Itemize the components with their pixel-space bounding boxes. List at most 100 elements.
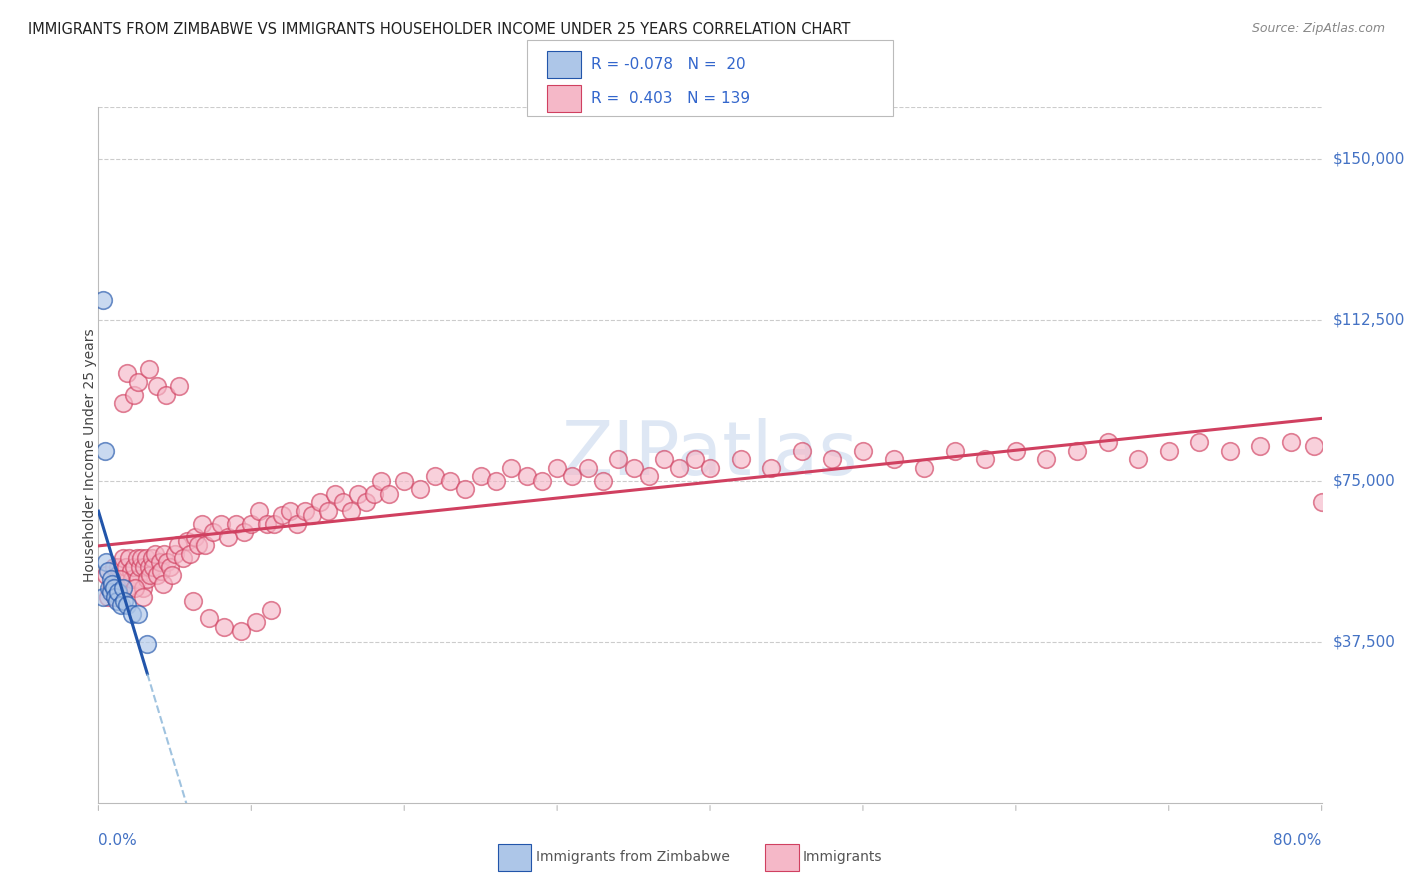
Point — [316, 504, 339, 518]
Point — [974, 452, 997, 467]
Point — [637, 469, 661, 483]
Point — [141, 551, 163, 566]
Point — [1249, 439, 1271, 453]
Point — [176, 533, 198, 548]
Point — [339, 504, 361, 518]
Point — [110, 581, 132, 595]
Point — [278, 504, 301, 518]
Point — [240, 516, 263, 531]
Point — [93, 443, 115, 458]
Point — [1188, 435, 1211, 450]
Point — [138, 362, 160, 376]
Point — [103, 559, 125, 574]
Point — [730, 452, 752, 467]
Point — [159, 559, 181, 574]
Point — [122, 388, 145, 402]
Point — [100, 585, 122, 599]
Point — [454, 483, 477, 497]
Point — [378, 486, 401, 500]
Point — [107, 585, 129, 599]
Point — [607, 452, 630, 467]
Point — [883, 452, 905, 467]
Point — [1066, 443, 1088, 458]
Point — [256, 516, 278, 531]
Point — [136, 637, 159, 651]
Point — [354, 495, 377, 509]
Point — [592, 474, 614, 488]
Point — [301, 508, 323, 522]
Point — [111, 581, 134, 595]
Point — [145, 568, 167, 582]
Point — [103, 581, 125, 595]
Point — [197, 611, 219, 625]
Point — [285, 516, 308, 531]
Point — [111, 551, 134, 566]
Point — [260, 602, 283, 616]
Point — [652, 452, 675, 467]
Point — [1157, 443, 1180, 458]
Point — [139, 568, 162, 582]
Point — [699, 460, 721, 475]
Point — [325, 486, 347, 500]
Point — [1097, 435, 1119, 450]
Point — [122, 559, 145, 574]
Text: $75,000: $75,000 — [1333, 473, 1396, 488]
Point — [97, 564, 120, 578]
Point — [501, 460, 523, 475]
Point — [104, 590, 127, 604]
Point — [134, 559, 156, 574]
Point — [117, 367, 139, 381]
Point — [1310, 495, 1333, 509]
Text: $112,500: $112,500 — [1333, 312, 1405, 327]
Point — [423, 469, 446, 483]
Point — [169, 379, 191, 393]
Point — [107, 559, 129, 574]
Text: R =  0.403   N = 139: R = 0.403 N = 139 — [591, 91, 749, 105]
Point — [263, 516, 285, 531]
Point — [209, 516, 232, 531]
Point — [97, 590, 120, 604]
Point — [118, 551, 141, 566]
Point — [160, 568, 183, 582]
Point — [202, 525, 225, 540]
Point — [187, 538, 209, 552]
Point — [172, 551, 194, 566]
Text: $150,000: $150,000 — [1333, 151, 1405, 166]
Point — [112, 573, 135, 587]
Point — [370, 474, 392, 488]
Text: Source: ZipAtlas.com: Source: ZipAtlas.com — [1251, 22, 1385, 36]
Text: $37,500: $37,500 — [1333, 634, 1396, 649]
Point — [136, 573, 159, 587]
Point — [98, 581, 121, 595]
Point — [135, 551, 157, 566]
Point — [132, 590, 155, 604]
Point — [212, 620, 235, 634]
Text: IMMIGRANTS FROM ZIMBABWE VS IMMIGRANTS HOUSEHOLDER INCOME UNDER 25 YEARS CORRELA: IMMIGRANTS FROM ZIMBABWE VS IMMIGRANTS H… — [28, 22, 851, 37]
Point — [790, 443, 813, 458]
Point — [117, 581, 139, 595]
Point — [167, 538, 190, 552]
Point — [143, 547, 166, 561]
Point — [912, 460, 935, 475]
Point — [150, 564, 173, 578]
Point — [363, 486, 385, 500]
Text: 80.0%: 80.0% — [1274, 833, 1322, 848]
Point — [91, 293, 114, 308]
Point — [110, 599, 132, 613]
Point — [115, 559, 138, 574]
Point — [120, 564, 142, 578]
Point — [121, 573, 143, 587]
Point — [1303, 439, 1326, 453]
Point — [127, 573, 149, 587]
Point — [100, 573, 122, 587]
Point — [194, 538, 217, 552]
Point — [179, 547, 201, 561]
Point — [232, 525, 254, 540]
Point — [683, 452, 706, 467]
Point — [149, 555, 172, 569]
Point — [408, 483, 430, 497]
Point — [1004, 443, 1026, 458]
Point — [184, 529, 207, 543]
Point — [127, 607, 149, 621]
Text: Immigrants from Zimbabwe: Immigrants from Zimbabwe — [536, 850, 730, 864]
